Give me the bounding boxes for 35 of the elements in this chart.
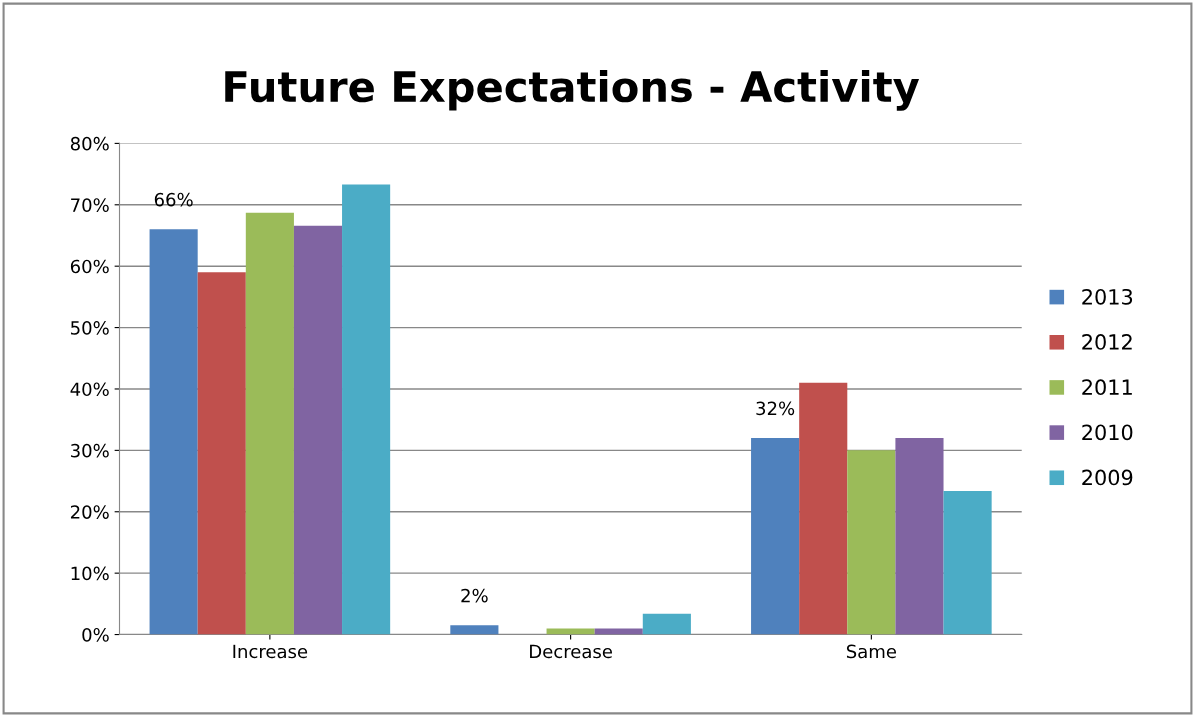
y-tick-label: 20% xyxy=(70,505,109,519)
bar xyxy=(642,613,691,635)
legend-label: 2013 xyxy=(1082,288,1133,305)
y-tick-label: 80% xyxy=(70,136,109,151)
bar xyxy=(594,628,643,635)
y-tick-label: 50% xyxy=(71,321,109,335)
data-label: 2% xyxy=(461,588,488,603)
data-label: 32% xyxy=(756,401,795,416)
x-tick-label: Decrease xyxy=(530,644,612,659)
bar xyxy=(245,212,294,635)
bar xyxy=(943,490,992,635)
bar xyxy=(450,625,499,635)
bar xyxy=(847,450,896,635)
bar xyxy=(799,382,848,635)
y-tick-label: 30% xyxy=(71,443,109,458)
chart-title: Future Expectations - Activity xyxy=(225,70,920,111)
bar xyxy=(293,225,343,635)
data-label: 66% xyxy=(154,192,193,207)
legend-label: 2010 xyxy=(1082,424,1133,441)
legend-label: 2011 xyxy=(1082,379,1132,396)
y-tick-label: 0% xyxy=(82,628,109,642)
bar xyxy=(751,438,800,635)
x-tick-label: Same xyxy=(846,644,896,659)
y-tick-label: 10% xyxy=(71,566,109,581)
bar xyxy=(895,438,944,635)
legend-label: 2009 xyxy=(1082,469,1133,486)
y-tick-label: 40% xyxy=(70,382,109,397)
legend-label: 2012 xyxy=(1082,334,1132,350)
x-tick-label: Increase xyxy=(233,644,308,659)
bar xyxy=(342,184,391,635)
y-tick-label: 70% xyxy=(71,198,109,212)
bar xyxy=(197,272,246,635)
y-tick-label: 60% xyxy=(70,259,109,274)
bar xyxy=(149,229,198,635)
bar xyxy=(546,628,595,635)
